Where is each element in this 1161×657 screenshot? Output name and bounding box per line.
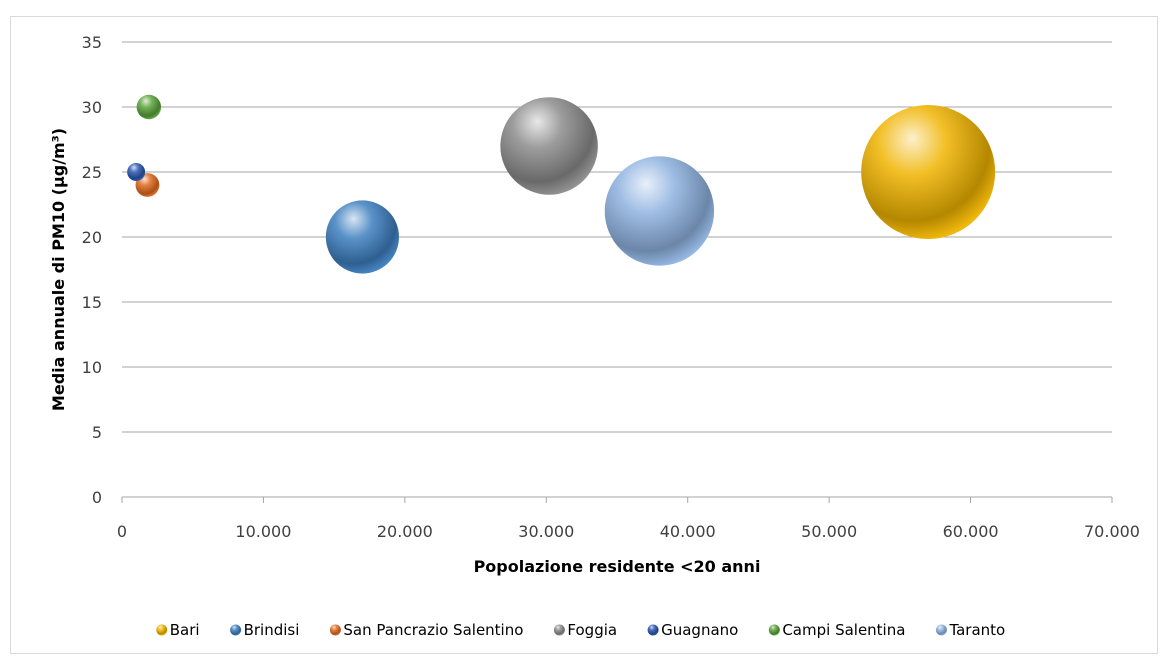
legend-item: Campi Salentina: [768, 621, 905, 639]
legend-marker: [156, 624, 168, 636]
y-tick-label: 25: [82, 163, 102, 182]
legend-marker: [935, 624, 947, 636]
legend-item: Guagnano: [647, 621, 738, 639]
x-tick-label: 0: [117, 522, 127, 541]
bubbles: [127, 94, 996, 274]
legend-label: Foggia: [567, 621, 617, 639]
y-tick-label: 5: [92, 423, 102, 442]
bubble-taranto: [604, 156, 715, 266]
legend-marker: [647, 624, 659, 636]
x-tick-label: 60.000: [943, 522, 999, 541]
legend-marker: [553, 624, 565, 636]
legend: Bari Brindisi San Pancrazio Salentino Foggi…: [156, 621, 1005, 639]
y-axis-ticks: 0 5 10 15 20 25 30 35: [82, 33, 102, 507]
bubble-brindisi: [325, 200, 400, 274]
legend-item: Bari: [156, 621, 200, 639]
legend-marker: [329, 624, 341, 636]
x-tick-label: 30.000: [518, 522, 574, 541]
x-tick-label: 40.000: [660, 522, 716, 541]
y-tick-label: 35: [82, 33, 102, 52]
legend-item: Foggia: [553, 621, 617, 639]
legend-label: Bari: [170, 621, 200, 639]
legend-label: San Pancrazio Salentino: [343, 621, 523, 639]
legend-item: Taranto: [935, 621, 1005, 639]
legend-label: Taranto: [948, 621, 1005, 639]
legend-label: Brindisi: [244, 621, 300, 639]
gridlines: [122, 41, 1112, 433]
x-axis-ticks: 0 10.000 20.000 30.000 40.000 50.000 60.000 70.…: [117, 497, 1140, 541]
y-axis-title: Media annuale di PM10 (µg/m³): [49, 128, 68, 411]
x-tick-label: 70.000: [1084, 522, 1140, 541]
legend-marker: [230, 624, 242, 636]
bubble-foggia: [500, 97, 598, 195]
x-tick-label: 20.000: [377, 522, 433, 541]
x-axis-title: Popolazione residente <20 anni: [474, 557, 761, 576]
legend-marker: [768, 624, 780, 636]
legend-item: San Pancrazio Salentino: [329, 621, 523, 639]
y-tick-label: 10: [82, 358, 102, 377]
bubble-bari: [861, 105, 996, 239]
legend-label: Guagnano: [661, 621, 738, 639]
y-tick-label: 0: [92, 488, 102, 507]
legend-item: Brindisi: [230, 621, 299, 639]
legend-label: Campi Salentina: [782, 621, 905, 639]
y-tick-label: 15: [82, 293, 102, 312]
bubble-campi-salentina: [136, 94, 162, 120]
y-tick-label: 30: [82, 98, 102, 117]
y-tick-label: 20: [82, 228, 102, 247]
bubble-guagnano: [127, 163, 146, 181]
x-tick-label: 50.000: [801, 522, 857, 541]
x-tick-label: 10.000: [235, 522, 291, 541]
